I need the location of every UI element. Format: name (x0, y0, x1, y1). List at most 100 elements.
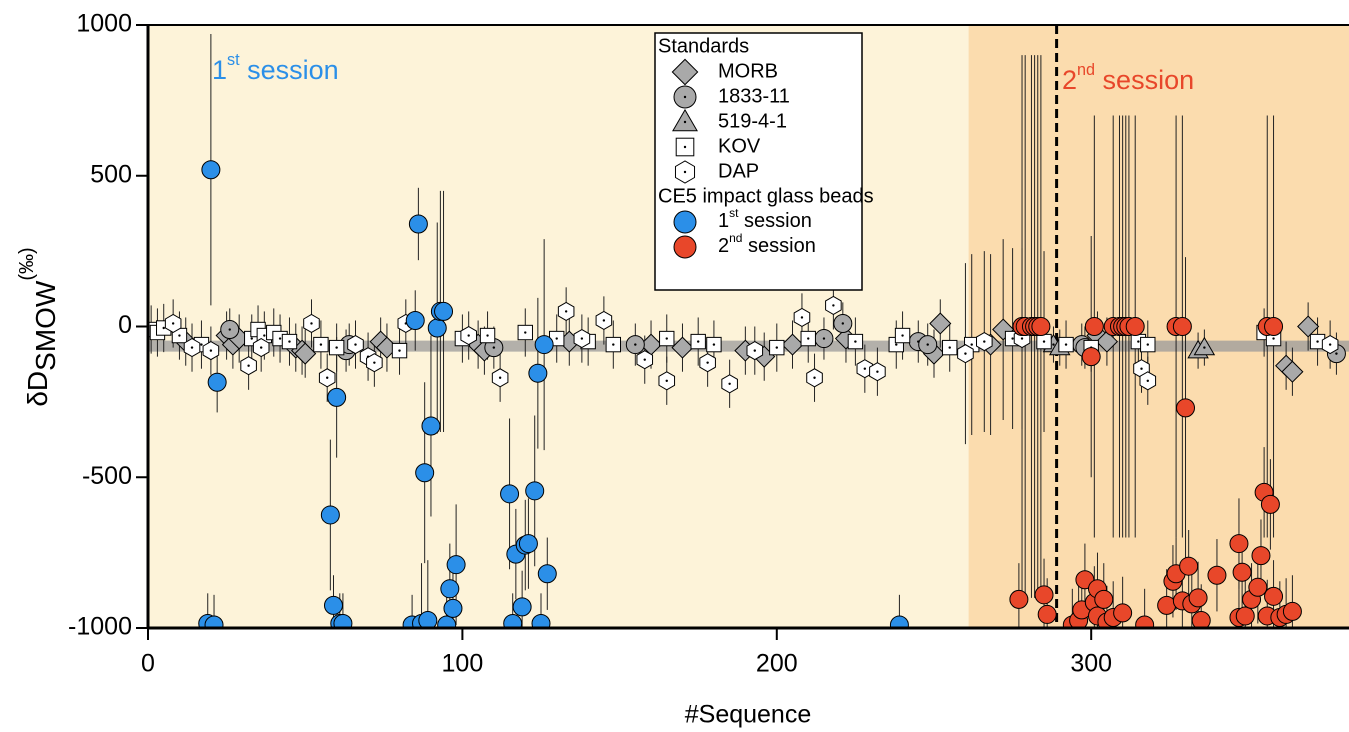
marker-dot (263, 334, 266, 337)
point (207, 372, 227, 392)
marker-dot (696, 340, 700, 343)
point (405, 310, 425, 330)
marker-dot (728, 382, 731, 385)
legend-title: CE5 impact glass beads (658, 185, 874, 207)
marker-dot (354, 343, 357, 346)
marker-dot (1272, 337, 1275, 340)
point (672, 108, 698, 132)
x-tick-label: 300 (1070, 650, 1112, 678)
marker-dot (706, 361, 709, 364)
marker-dot (832, 304, 835, 307)
marker-dot (319, 343, 323, 346)
point (1264, 586, 1284, 606)
x-tick-label: 200 (756, 650, 798, 678)
point (323, 595, 343, 615)
marker-dot (800, 316, 804, 319)
marker-dot (876, 370, 879, 373)
point (1034, 585, 1054, 605)
point (673, 210, 697, 234)
marker-dot (190, 346, 194, 349)
point (1094, 589, 1114, 609)
point (204, 615, 224, 628)
marker-dot (683, 170, 687, 174)
marker-dot (665, 379, 668, 382)
marker-dot (753, 349, 756, 352)
point (1095, 330, 1118, 353)
point (1281, 360, 1304, 383)
point (537, 564, 557, 584)
marker-dot (1137, 340, 1140, 343)
point (1229, 534, 1249, 554)
marker-dot (228, 328, 231, 331)
marker-dot (895, 343, 898, 346)
point (1009, 589, 1029, 609)
point (1191, 610, 1211, 628)
y-tick-label: -1000 (68, 613, 132, 641)
point (1179, 556, 1199, 576)
point (1081, 347, 1101, 367)
legend: Standards MORB 1833-11 519-4-1 KOV DAP CE5 imp… (658, 35, 874, 259)
point (671, 336, 694, 359)
marker-dot (524, 331, 527, 334)
point (1135, 615, 1155, 628)
marker-dot (247, 364, 250, 367)
point (1125, 317, 1145, 336)
point (434, 301, 454, 321)
point (421, 416, 441, 436)
point (1207, 565, 1227, 585)
marker-dot (486, 334, 489, 337)
plot-area (148, 34, 1346, 628)
marker-dot (643, 358, 646, 361)
point (992, 318, 1015, 341)
marker-dot (1335, 352, 1338, 355)
x-axis-label: #Sequence (685, 701, 812, 729)
x-tick-label: 100 (442, 650, 484, 678)
session-annotation: 1st session (212, 51, 339, 85)
point (1297, 315, 1320, 338)
marker-dot (1146, 343, 1149, 346)
y-tick-label: 1000 (76, 10, 132, 38)
marker-dot (612, 343, 615, 346)
point (531, 613, 551, 628)
marker-dot (1203, 346, 1206, 349)
marker-dot (326, 376, 329, 379)
point (1188, 588, 1208, 608)
marker-dot (683, 145, 687, 149)
marker-dot (983, 340, 986, 343)
marker-dot (683, 95, 687, 99)
marker-dot (634, 343, 637, 346)
point (408, 214, 428, 234)
point (333, 613, 353, 628)
y-tick-label: 0 (118, 311, 132, 339)
point (1232, 562, 1252, 582)
point (1235, 606, 1255, 626)
marker-dot (926, 343, 929, 346)
y-axis-label: δDSMOW(‰) (16, 247, 61, 406)
point (320, 505, 340, 525)
point (671, 58, 699, 86)
marker-dot (373, 361, 376, 364)
marker-dot (948, 346, 951, 349)
point (673, 235, 697, 259)
marker-dot (964, 352, 967, 355)
marker-dot (807, 337, 810, 340)
point (1282, 601, 1302, 621)
point (1251, 546, 1271, 566)
marker-dot (775, 346, 778, 349)
marker-dot (171, 322, 175, 325)
y-tick-label: -500 (82, 462, 132, 490)
point (327, 387, 347, 407)
point (525, 481, 545, 501)
marker-dot (580, 337, 584, 340)
point (1248, 577, 1268, 597)
marker-dot (1316, 340, 1319, 343)
point (1193, 336, 1216, 356)
point (201, 160, 221, 180)
marker-dot (970, 343, 973, 346)
point (503, 613, 523, 628)
marker-dot (1328, 343, 1332, 346)
marker-dot (863, 367, 867, 370)
marker-dot (209, 349, 213, 352)
